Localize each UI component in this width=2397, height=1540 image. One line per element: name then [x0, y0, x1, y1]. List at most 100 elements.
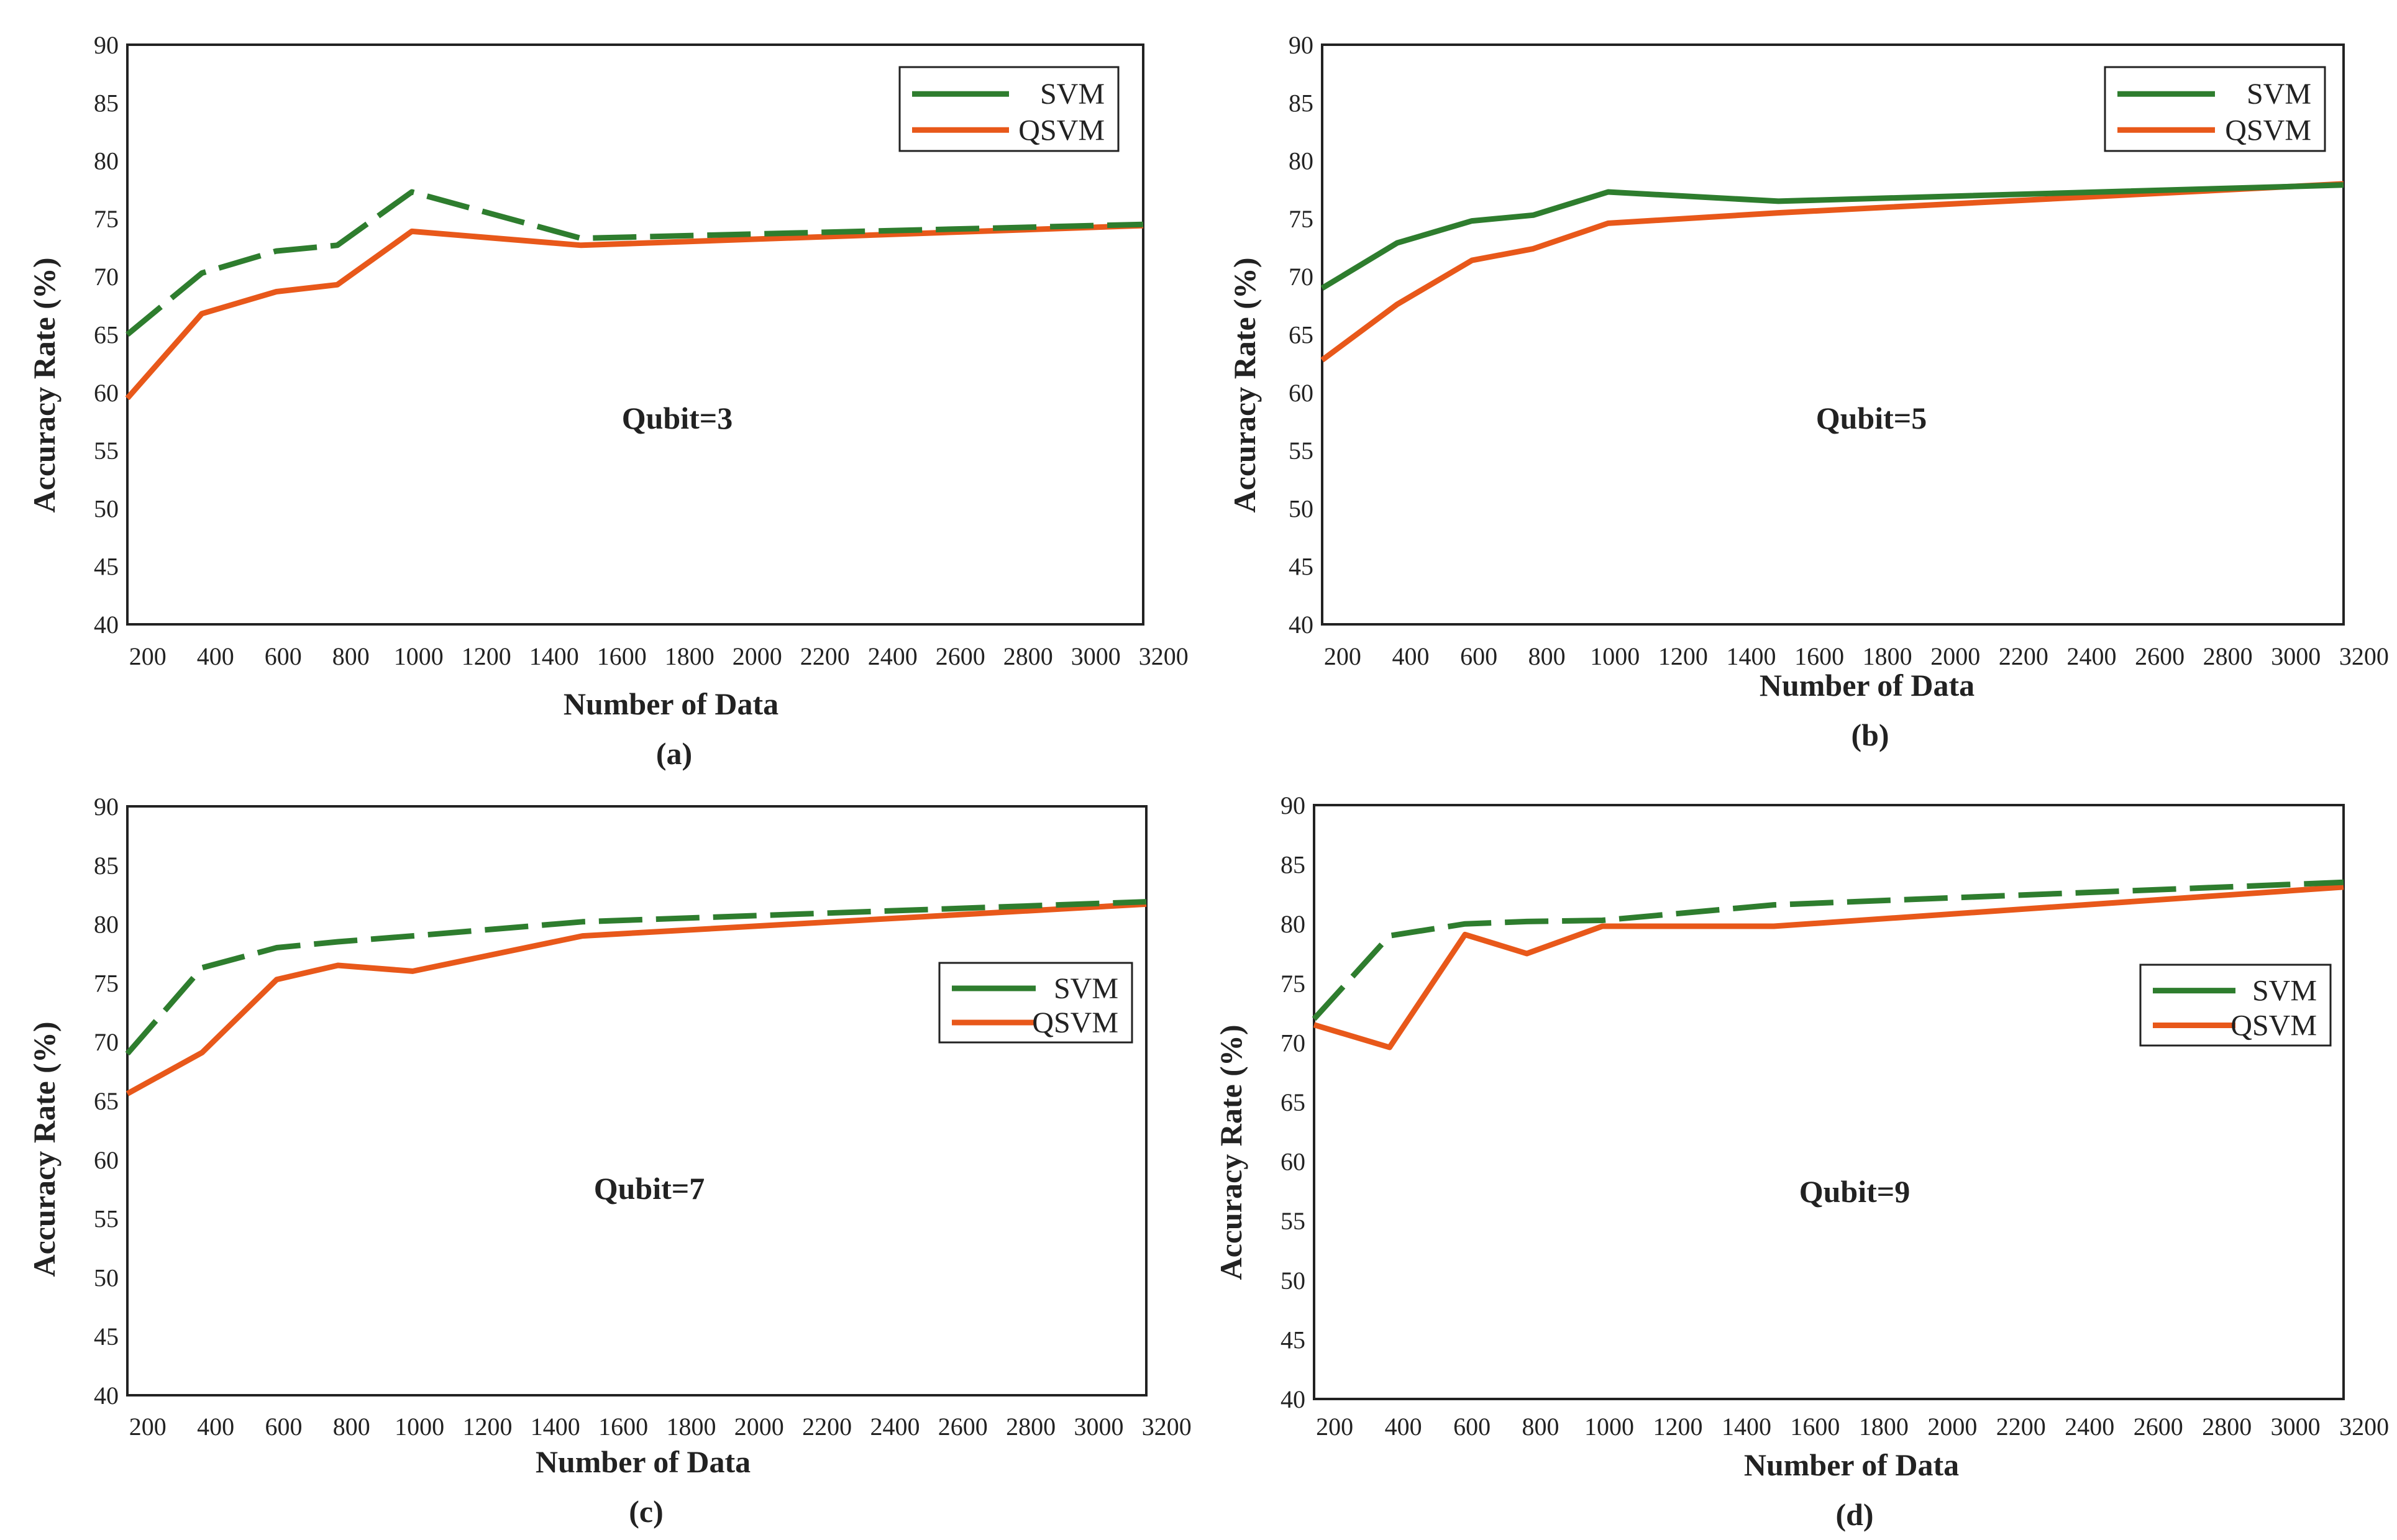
- plot-area-frame: [1313, 804, 2345, 1400]
- x-tick-label: 3000: [1074, 1413, 1123, 1441]
- y-tick-label: 55: [1281, 1207, 1305, 1235]
- y-tick-label: 40: [94, 1382, 119, 1410]
- x-tick-label: 1800: [666, 1413, 716, 1441]
- series-line-svm: [1312, 879, 2344, 1021]
- x-tick-label: 1200: [462, 1413, 512, 1441]
- x-tick-label: 800: [333, 1413, 370, 1441]
- x-tick-label: 2800: [2202, 1413, 2252, 1441]
- x-tick-label: 2800: [2203, 642, 2253, 670]
- x-tick-label: 400: [197, 642, 234, 670]
- x-tick-label: 3200: [1139, 642, 1189, 670]
- x-tick-label: 2200: [800, 642, 850, 670]
- x-tick-label: 1000: [395, 1413, 444, 1441]
- panel-caption: (c): [629, 1494, 664, 1529]
- x-tick-label: 1800: [1859, 1413, 1909, 1441]
- x-tick-label: 1200: [1658, 642, 1708, 670]
- x-tick-label: 2200: [1999, 642, 2048, 670]
- y-axis-title: Accuracy Rate (%): [1213, 1025, 1248, 1280]
- chart-panel-d: 40 45 50 55 60 65 70 75 80 85 90 200 400 600 800 1000 12…: [1213, 791, 2389, 1532]
- y-tick-label: 50: [1281, 1267, 1305, 1295]
- series-line-svm: [126, 189, 1144, 337]
- x-tick-label: 400: [1392, 642, 1429, 670]
- x-tick-label: 1400: [529, 642, 579, 670]
- y-tick-label: 75: [1289, 205, 1313, 233]
- x-tick-label: 2000: [734, 1413, 784, 1441]
- x-tick-label: 2400: [2066, 642, 2116, 670]
- y-tick-label: 55: [94, 1205, 119, 1233]
- y-tick-label: 50: [94, 494, 119, 522]
- x-tick-label: 600: [265, 1413, 302, 1441]
- series-line-qsvm: [1320, 181, 2344, 363]
- legend-box: [2104, 66, 2326, 152]
- x-tick-label: 2800: [1006, 1413, 1056, 1441]
- x-tick-label: 1400: [1722, 1413, 1771, 1441]
- y-tick-label: 80: [1289, 147, 1313, 175]
- x-axis-title: Number of Data: [564, 686, 778, 721]
- panel-caption: (b): [1851, 718, 1889, 752]
- x-tick-label: 3000: [2271, 1413, 2321, 1441]
- panel-caption: (d): [1835, 1497, 1873, 1532]
- x-tick-label: 1200: [1653, 1413, 1702, 1441]
- x-tick-label: 1000: [1584, 1413, 1634, 1441]
- chart-panel-a: 40 45 50 55 60 65 70 75 80 85 90 200 400 600 800 1000 12…: [27, 31, 1189, 771]
- x-axis-title: Number of Data: [1760, 668, 1975, 703]
- x-tick-label: 1600: [598, 1413, 648, 1441]
- qubit-annotation: Qubit=5: [1816, 401, 1927, 435]
- y-tick-label: 45: [94, 553, 119, 581]
- series-line-svm: [1320, 182, 2344, 291]
- plot-area-frame: [1321, 43, 2345, 626]
- x-tick-label: 1000: [394, 642, 444, 670]
- y-tick-label: 45: [94, 1323, 119, 1351]
- y-tick-label: 55: [1289, 437, 1313, 465]
- legend-label-svm: SVM: [1040, 78, 1105, 111]
- y-tick-label: 65: [1289, 321, 1313, 349]
- y-tick-label: 70: [1281, 1029, 1305, 1057]
- x-tick-label: 200: [1324, 642, 1361, 670]
- y-tick-label: 60: [1289, 379, 1313, 407]
- y-tick-label: 80: [94, 147, 119, 175]
- chart-panel-c: 40 45 50 55 60 65 70 75 80 85 90 200 400 600 800 1000 12…: [27, 793, 1192, 1529]
- x-tick-label: 400: [1385, 1413, 1422, 1441]
- x-axis-title: Number of Data: [536, 1444, 751, 1479]
- x-tick-label: 2000: [733, 642, 782, 670]
- x-tick-label: 2400: [2065, 1413, 2114, 1441]
- y-tick-label: 70: [94, 263, 119, 291]
- x-tick-label: 1600: [1790, 1413, 1840, 1441]
- x-tick-label: 200: [129, 1413, 167, 1441]
- x-tick-label: 3000: [1071, 642, 1121, 670]
- y-tick-label: 40: [1289, 611, 1313, 639]
- y-tick-label: 80: [1281, 910, 1305, 938]
- y-tick-label: 40: [1281, 1385, 1305, 1413]
- y-tick-label: 70: [94, 1028, 119, 1056]
- x-tick-label: 2600: [2135, 642, 2185, 670]
- legend-label-svm: SVM: [2247, 78, 2311, 111]
- y-tick-label: 75: [1281, 970, 1305, 998]
- series-line-qsvm: [125, 222, 1144, 401]
- legend-box: [898, 66, 1120, 152]
- x-tick-label: 1000: [1590, 642, 1640, 670]
- x-tick-label: 1200: [462, 642, 511, 670]
- y-tick-label: 90: [94, 31, 119, 59]
- x-tick-label: 2000: [1930, 642, 1980, 670]
- x-tick-label: 1400: [531, 1413, 580, 1441]
- y-axis-title: Accuracy Rate (%): [1227, 258, 1262, 513]
- series-line-qsvm: [1313, 884, 2344, 1050]
- x-tick-label: 2400: [870, 1413, 920, 1441]
- x-tick-label: 2200: [1996, 1413, 2046, 1441]
- y-tick-label: 45: [1289, 553, 1313, 581]
- x-tick-label: 800: [1528, 642, 1566, 670]
- legend-label-qsvm: QSVM: [2230, 1009, 2317, 1042]
- y-tick-label: 50: [1289, 494, 1313, 522]
- y-tick-label: 75: [94, 205, 119, 233]
- y-tick-label: 90: [1281, 791, 1305, 819]
- y-tick-label: 80: [94, 911, 119, 939]
- y-tick-label: 85: [94, 89, 119, 117]
- y-tick-label: 45: [1281, 1326, 1305, 1354]
- x-tick-label: 600: [1453, 1413, 1491, 1441]
- legend-label-qsvm: QSVM: [1018, 114, 1105, 147]
- x-tick-label: 200: [1316, 1413, 1353, 1441]
